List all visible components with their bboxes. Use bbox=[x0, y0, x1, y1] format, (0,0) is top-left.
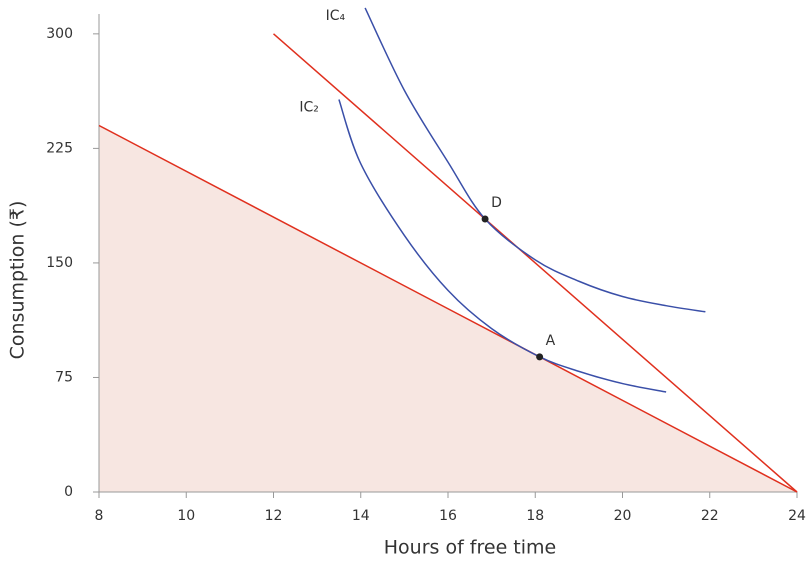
indifference-curve bbox=[364, 7, 706, 313]
curve-label: IC₂ bbox=[299, 100, 319, 116]
x-tick-label: 8 bbox=[95, 508, 104, 524]
x-tick-label: 10 bbox=[177, 508, 195, 524]
budget-line bbox=[98, 124, 798, 493]
point bbox=[536, 353, 544, 361]
y-tick-label: 300 bbox=[46, 26, 73, 42]
x-tick-label: 18 bbox=[526, 508, 544, 524]
curve-label: IC₄ bbox=[326, 8, 346, 24]
x-tick-label: 12 bbox=[265, 508, 283, 524]
x-tick-label: 14 bbox=[352, 508, 370, 524]
y-tick-label: 75 bbox=[55, 369, 73, 385]
point bbox=[481, 215, 489, 223]
x-tick-label: 16 bbox=[439, 508, 457, 524]
y-tick-label: 150 bbox=[46, 255, 73, 271]
budget-line bbox=[273, 33, 798, 493]
y-tick-label: 0 bbox=[64, 484, 73, 500]
x-axis-title: Hours of free time bbox=[384, 537, 556, 559]
x-tick-label: 24 bbox=[788, 508, 806, 524]
indifference-curve bbox=[338, 99, 667, 393]
x-tick-label: 22 bbox=[701, 508, 719, 524]
point-label: A bbox=[546, 333, 556, 349]
y-axis-title: Consumption (₹) bbox=[7, 201, 29, 360]
x-tick-label: 20 bbox=[614, 508, 632, 524]
point-label: D bbox=[491, 195, 502, 211]
y-tick-label: 225 bbox=[46, 140, 73, 156]
